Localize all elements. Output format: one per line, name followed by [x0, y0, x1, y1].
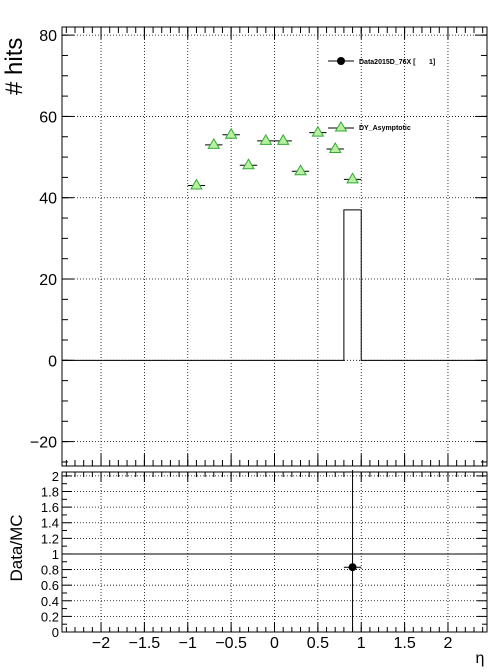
x-tick-label: 1.5 — [393, 635, 415, 652]
ratio-content — [62, 470, 487, 632]
x-axis-label: η — [476, 650, 485, 667]
main-y-tick-label: 20 — [39, 272, 57, 289]
legend-mc-marker — [334, 121, 348, 132]
mc-point — [328, 141, 342, 153]
x-tick-label: −1.5 — [129, 635, 161, 652]
ratio-y-tick-label: 1.6 — [41, 500, 59, 515]
mc-point — [276, 133, 290, 145]
main-y-tick-label: −20 — [30, 435, 57, 452]
x-tick-label: 1 — [357, 635, 366, 652]
main-y-tick-label: 40 — [39, 191, 57, 208]
legend-mc-label: DY_Asymptotic — [359, 125, 411, 132]
mc-point — [294, 164, 307, 176]
x-tick-label: 2 — [444, 635, 453, 652]
main-y-axis-label: # hits — [1, 38, 28, 95]
ratio-y-tick-label: 0.4 — [41, 594, 59, 609]
mc-point — [259, 133, 273, 145]
ratio-ticks: −2 −1.5 −1 −0.5 0 0.5 1 1.5 200.20.40.60.811.21.… — [41, 469, 487, 652]
ratio-y-tick-label: 2 — [52, 469, 59, 484]
x-tick-label: −0.5 — [215, 635, 247, 652]
ratio-y-tick-label: 0.2 — [41, 609, 59, 624]
ratio-point — [348, 563, 357, 572]
main-y-tick-label: 60 — [39, 109, 57, 126]
ratio-y-tick-label: 1 — [52, 547, 59, 562]
x-tick-label: 0 — [270, 635, 279, 652]
mc-point — [190, 178, 203, 190]
ratio-y-axis-label: Data/MC — [7, 514, 26, 581]
ratio-y-tick-label: 0.6 — [41, 578, 59, 593]
x-tick-label: −2 — [92, 635, 110, 652]
ratio-y-tick-label: 1.2 — [41, 531, 59, 546]
main-y-tick-label: 0 — [48, 353, 57, 370]
mc-point — [224, 127, 238, 139]
mc-point — [242, 158, 255, 170]
main-ticks: −20 0 20 40 60 80 — [30, 27, 487, 466]
legend-data-label: Data2015D_76X [ 1] — [359, 59, 435, 66]
ratio-y-tick-label: 1.4 — [41, 516, 59, 531]
ratio-y-tick-label: 1.8 — [41, 485, 59, 500]
ratio-y-tick-label: 0 — [52, 625, 59, 640]
ratio-grid — [62, 472, 487, 633]
main-content — [62, 125, 487, 361]
main-y-tick-label: 80 — [39, 28, 57, 45]
mc-point — [346, 172, 359, 184]
ratio-y-tick-label: 0.8 — [41, 563, 59, 578]
main-grid — [62, 27, 487, 466]
mc-point — [207, 137, 221, 149]
mc-point — [311, 125, 325, 137]
x-tick-label: 0.5 — [307, 635, 329, 652]
legend: Data2015D_76X [ 1] DY_Asymptotic — [328, 57, 435, 132]
x-tick-label: −1 — [179, 635, 197, 652]
legend-data-marker — [337, 57, 345, 65]
data-step-histogram — [62, 209, 487, 361]
